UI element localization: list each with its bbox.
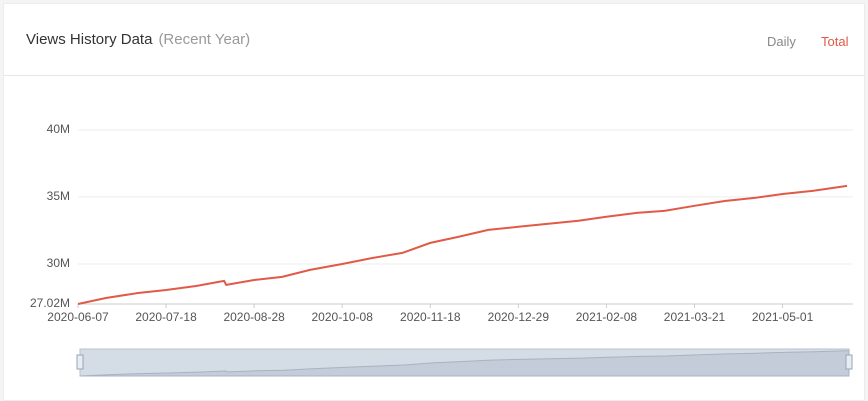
y-tick-label: 40M (47, 122, 70, 136)
x-tick-label: 2020-07-18 (135, 310, 197, 324)
x-tick-label: 2020-12-29 (488, 310, 550, 324)
daily-toggle[interactable]: Daily (767, 34, 796, 49)
chart-title: Views History Data (Recent Year) (26, 31, 250, 48)
chart-subtitle: (Recent Year) (158, 31, 251, 48)
title-text: Views History Data (26, 31, 153, 48)
zoom-handle[interactable] (845, 354, 853, 370)
header: Views History Data (Recent Year) Daily To… (4, 4, 864, 76)
total-toggle[interactable]: Total (821, 34, 849, 49)
y-tick-label: 27.02M (30, 296, 70, 310)
x-tick-label: 2021-05-01 (752, 310, 814, 324)
y-tick-label: 35M (47, 189, 70, 203)
y-tick-label: 30M (47, 256, 70, 270)
x-tick-label: 2020-11-18 (400, 310, 461, 324)
x-tick-label: 2021-02-08 (576, 310, 638, 324)
zoom-preview (79, 350, 850, 377)
x-tick-label: 2021-03-21 (664, 310, 726, 324)
x-tick-label: 2020-06-07 (47, 310, 109, 324)
zoom-handle[interactable] (76, 354, 84, 370)
x-tick-label: 2020-08-28 (223, 310, 285, 324)
x-tick-label: 2020-10-08 (312, 310, 374, 324)
line (77, 184, 848, 305)
